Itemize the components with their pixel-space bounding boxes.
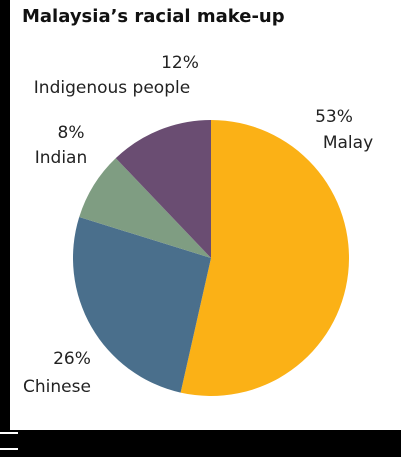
slice-indian-label: Indian	[35, 148, 88, 168]
slice-chinese-label: Chinese	[23, 377, 91, 397]
slice-indian-pct: 8%	[58, 123, 85, 143]
pie-slice-chinese	[72, 217, 211, 393]
pie-slices	[72, 120, 349, 396]
bottom-rule-lower	[0, 448, 18, 450]
slice-malay-pct: 53%	[315, 107, 353, 127]
slice-chinese-pct: 26%	[53, 349, 91, 369]
slice-indigenous-pct: 12%	[161, 53, 199, 73]
pie-slice-indigenous-people	[115, 120, 211, 258]
pie-slice-indian	[79, 158, 211, 258]
slice-indigenous-label: Indigenous people	[34, 78, 190, 98]
pie-slice-malay	[180, 120, 349, 396]
slice-malay-label: Malay	[323, 133, 373, 153]
bottom-rule-upper	[0, 432, 18, 434]
chart-title: Malaysia’s racial make-up	[22, 6, 285, 27]
